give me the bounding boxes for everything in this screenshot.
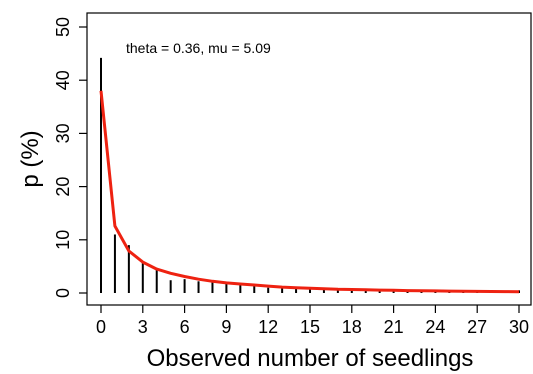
x-tick-label: 12 bbox=[258, 317, 278, 337]
y-axis: 0 10 20 30 40 50 bbox=[53, 17, 87, 298]
y-tick-label: 50 bbox=[53, 17, 73, 37]
y-axis-title: p (%) bbox=[17, 130, 44, 187]
annotation-text: theta = 0.36, mu = 5.09 bbox=[126, 40, 271, 56]
y-tick-label: 30 bbox=[53, 123, 73, 143]
fitted-curve bbox=[99, 90, 520, 294]
x-tick-label: 30 bbox=[509, 317, 529, 337]
x-tick-label: 3 bbox=[138, 317, 148, 337]
y-tick-label: 0 bbox=[53, 288, 73, 298]
y-tick-label: 10 bbox=[53, 230, 73, 250]
y-tick-label: 20 bbox=[53, 177, 73, 197]
x-tick-label: 27 bbox=[467, 317, 487, 337]
observed-bars bbox=[100, 57, 520, 293]
x-tick-label: 21 bbox=[384, 317, 404, 337]
x-tick-label: 24 bbox=[425, 317, 445, 337]
x-tick-label: 15 bbox=[300, 317, 320, 337]
x-tick-label: 6 bbox=[180, 317, 190, 337]
x-axis-title: Observed number of seedlings bbox=[147, 345, 474, 372]
x-tick-label: 9 bbox=[221, 317, 231, 337]
plot-frame bbox=[86, 12, 532, 306]
x-tick-label: 18 bbox=[342, 317, 362, 337]
x-axis: 0 3 6 9 12 15 18 21 24 27 30 bbox=[96, 305, 529, 337]
y-tick-label: 40 bbox=[53, 70, 73, 90]
x-tick-label: 0 bbox=[96, 317, 106, 337]
